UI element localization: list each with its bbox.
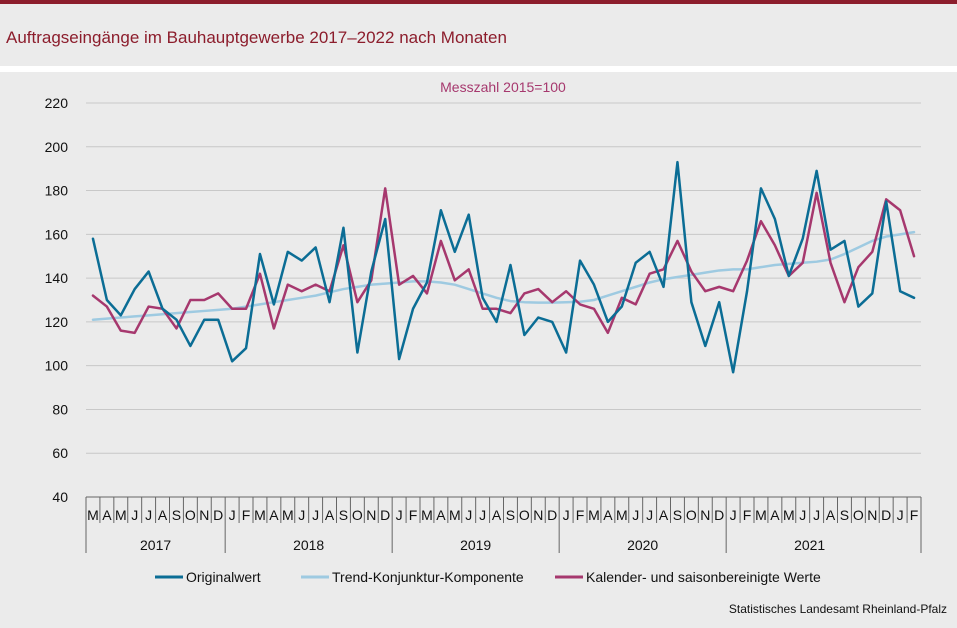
month-label: A bbox=[269, 507, 279, 523]
month-label: M bbox=[421, 507, 433, 523]
month-label: J bbox=[646, 507, 653, 523]
month-label: N bbox=[199, 507, 209, 523]
month-label: F bbox=[242, 507, 251, 523]
year-label: 2017 bbox=[140, 537, 171, 553]
month-label: S bbox=[673, 507, 682, 523]
y-tick-label: 180 bbox=[45, 183, 69, 199]
y-tick-label: 220 bbox=[45, 95, 69, 111]
month-label: M bbox=[755, 507, 767, 523]
month-label: A bbox=[436, 507, 446, 523]
year-label: 2019 bbox=[460, 537, 491, 553]
month-label: D bbox=[380, 507, 390, 523]
month-label: J bbox=[298, 507, 305, 523]
month-label: J bbox=[465, 507, 472, 523]
month-label: J bbox=[145, 507, 152, 523]
month-label: S bbox=[172, 507, 181, 523]
month-label: J bbox=[730, 507, 737, 523]
top-accent-bar bbox=[0, 0, 957, 4]
month-label: D bbox=[547, 507, 557, 523]
month-label: D bbox=[213, 507, 223, 523]
month-label: O bbox=[519, 507, 530, 523]
month-label: D bbox=[714, 507, 724, 523]
month-label: J bbox=[131, 507, 138, 523]
month-label: F bbox=[910, 507, 919, 523]
month-label: J bbox=[632, 507, 639, 523]
series-line-originalwert bbox=[91, 160, 916, 374]
month-label: A bbox=[102, 507, 112, 523]
month-label: N bbox=[533, 507, 543, 523]
month-label: J bbox=[897, 507, 904, 523]
month-label: F bbox=[743, 507, 752, 523]
legend-label: Trend-Konjunktur-Komponente bbox=[332, 569, 524, 585]
month-label: A bbox=[826, 507, 836, 523]
month-label: A bbox=[492, 507, 502, 523]
header-divider bbox=[0, 66, 957, 72]
month-label: A bbox=[770, 507, 780, 523]
series-line-trend bbox=[91, 230, 916, 321]
y-tick-label: 200 bbox=[45, 139, 69, 155]
month-label: M bbox=[115, 507, 127, 523]
y-tick-label: 160 bbox=[45, 226, 69, 242]
month-label: S bbox=[506, 507, 515, 523]
legend-label: Originalwert bbox=[186, 569, 261, 585]
month-label: M bbox=[282, 507, 294, 523]
month-label: S bbox=[339, 507, 348, 523]
month-label: N bbox=[366, 507, 376, 523]
chart-title: Messzahl 2015=100 bbox=[440, 79, 566, 95]
series-line-saisonbereinigt bbox=[91, 187, 916, 335]
page-title: Auftragseingänge im Bauhauptgewerbe 2017… bbox=[6, 28, 507, 47]
month-label: A bbox=[659, 507, 669, 523]
legend-label: Kalender- und saisonbereinigte Werte bbox=[586, 569, 821, 585]
source-note: Statistisches Landesamt Rheinland-Pfalz bbox=[728, 602, 947, 616]
month-label: N bbox=[867, 507, 877, 523]
month-label: J bbox=[813, 507, 820, 523]
month-label: O bbox=[352, 507, 363, 523]
month-label: J bbox=[479, 507, 486, 523]
y-tick-label: 140 bbox=[45, 270, 69, 286]
y-tick-label: 40 bbox=[52, 489, 68, 505]
month-label: F bbox=[409, 507, 418, 523]
month-label: J bbox=[563, 507, 570, 523]
month-label: J bbox=[229, 507, 236, 523]
y-tick-label: 60 bbox=[52, 445, 68, 461]
month-label: D bbox=[881, 507, 891, 523]
y-tick-label: 120 bbox=[45, 314, 69, 330]
y-tick-label: 100 bbox=[45, 358, 69, 374]
month-label: A bbox=[158, 507, 168, 523]
month-label: A bbox=[325, 507, 335, 523]
month-label: M bbox=[449, 507, 461, 523]
y-tick-label: 80 bbox=[52, 401, 68, 417]
month-label: S bbox=[840, 507, 849, 523]
month-label: M bbox=[588, 507, 600, 523]
month-label: J bbox=[799, 507, 806, 523]
month-label: J bbox=[396, 507, 403, 523]
month-label: O bbox=[686, 507, 697, 523]
year-label: 2021 bbox=[794, 537, 825, 553]
month-label: J bbox=[312, 507, 319, 523]
year-label: 2020 bbox=[627, 537, 658, 553]
month-label: A bbox=[603, 507, 613, 523]
month-label: O bbox=[853, 507, 864, 523]
month-label: M bbox=[254, 507, 266, 523]
month-label: O bbox=[185, 507, 196, 523]
month-label: M bbox=[783, 507, 795, 523]
year-label: 2018 bbox=[293, 537, 324, 553]
month-label: F bbox=[576, 507, 585, 523]
month-label: N bbox=[700, 507, 710, 523]
header: Auftragseingänge im Bauhauptgewerbe 2017… bbox=[0, 4, 957, 66]
month-label: M bbox=[616, 507, 628, 523]
month-label: M bbox=[87, 507, 99, 523]
